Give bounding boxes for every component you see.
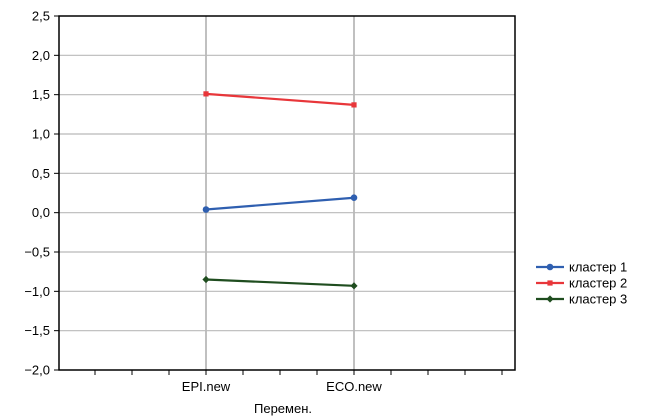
legend-item: кластер 3 — [536, 292, 627, 307]
legend-label: кластер 3 — [569, 292, 627, 307]
legend-label: кластер 1 — [569, 260, 627, 275]
legend-item: кластер 2 — [536, 276, 627, 291]
legend-label: кластер 2 — [569, 276, 627, 291]
y-tick-label: −2,0 — [24, 363, 50, 378]
x-axis-label: Перемен. — [254, 401, 312, 416]
series-line — [205, 92, 355, 106]
y-tick-label: 1,0 — [32, 127, 50, 142]
data-point — [350, 194, 358, 202]
legend-swatch-marker — [546, 263, 554, 271]
series-line — [205, 278, 355, 287]
series-line — [205, 196, 355, 211]
data-point — [350, 282, 358, 290]
data-point — [202, 275, 210, 284]
data-point — [351, 102, 357, 108]
series-3 — [202, 275, 358, 290]
y-tick-label: 0,5 — [32, 166, 50, 181]
y-tick-label: −1,0 — [24, 284, 50, 299]
grid-lines — [59, 16, 515, 370]
series-2 — [203, 91, 357, 108]
y-tick-label: −1,5 — [24, 323, 50, 338]
legend-item: кластер 1 — [536, 260, 627, 275]
y-tick-label: 2,0 — [32, 48, 50, 63]
legend-swatch-marker — [547, 280, 553, 286]
data-point — [203, 91, 209, 97]
series-group — [202, 91, 358, 290]
x-axis-ticks: EPI.new ECO.new — [94, 370, 503, 394]
y-tick-label: 1,5 — [32, 87, 50, 102]
x-tick-label: EPI.new — [182, 379, 231, 394]
y-axis-ticks: 2,5 2,0 1,5 1,0 0,5 0,0 −0,5 −1,0 −1,5 −2,0 — [24, 9, 59, 378]
y-tick-label: −0,5 — [24, 245, 50, 260]
y-tick-label: 2,5 — [32, 9, 50, 24]
data-point — [202, 206, 210, 213]
y-tick-label: 0,0 — [32, 205, 50, 220]
plot-area-frame — [58, 15, 516, 371]
legend-swatch-marker — [546, 295, 554, 303]
series-1 — [202, 194, 358, 213]
x-tick-label: ECO.new — [326, 379, 382, 394]
